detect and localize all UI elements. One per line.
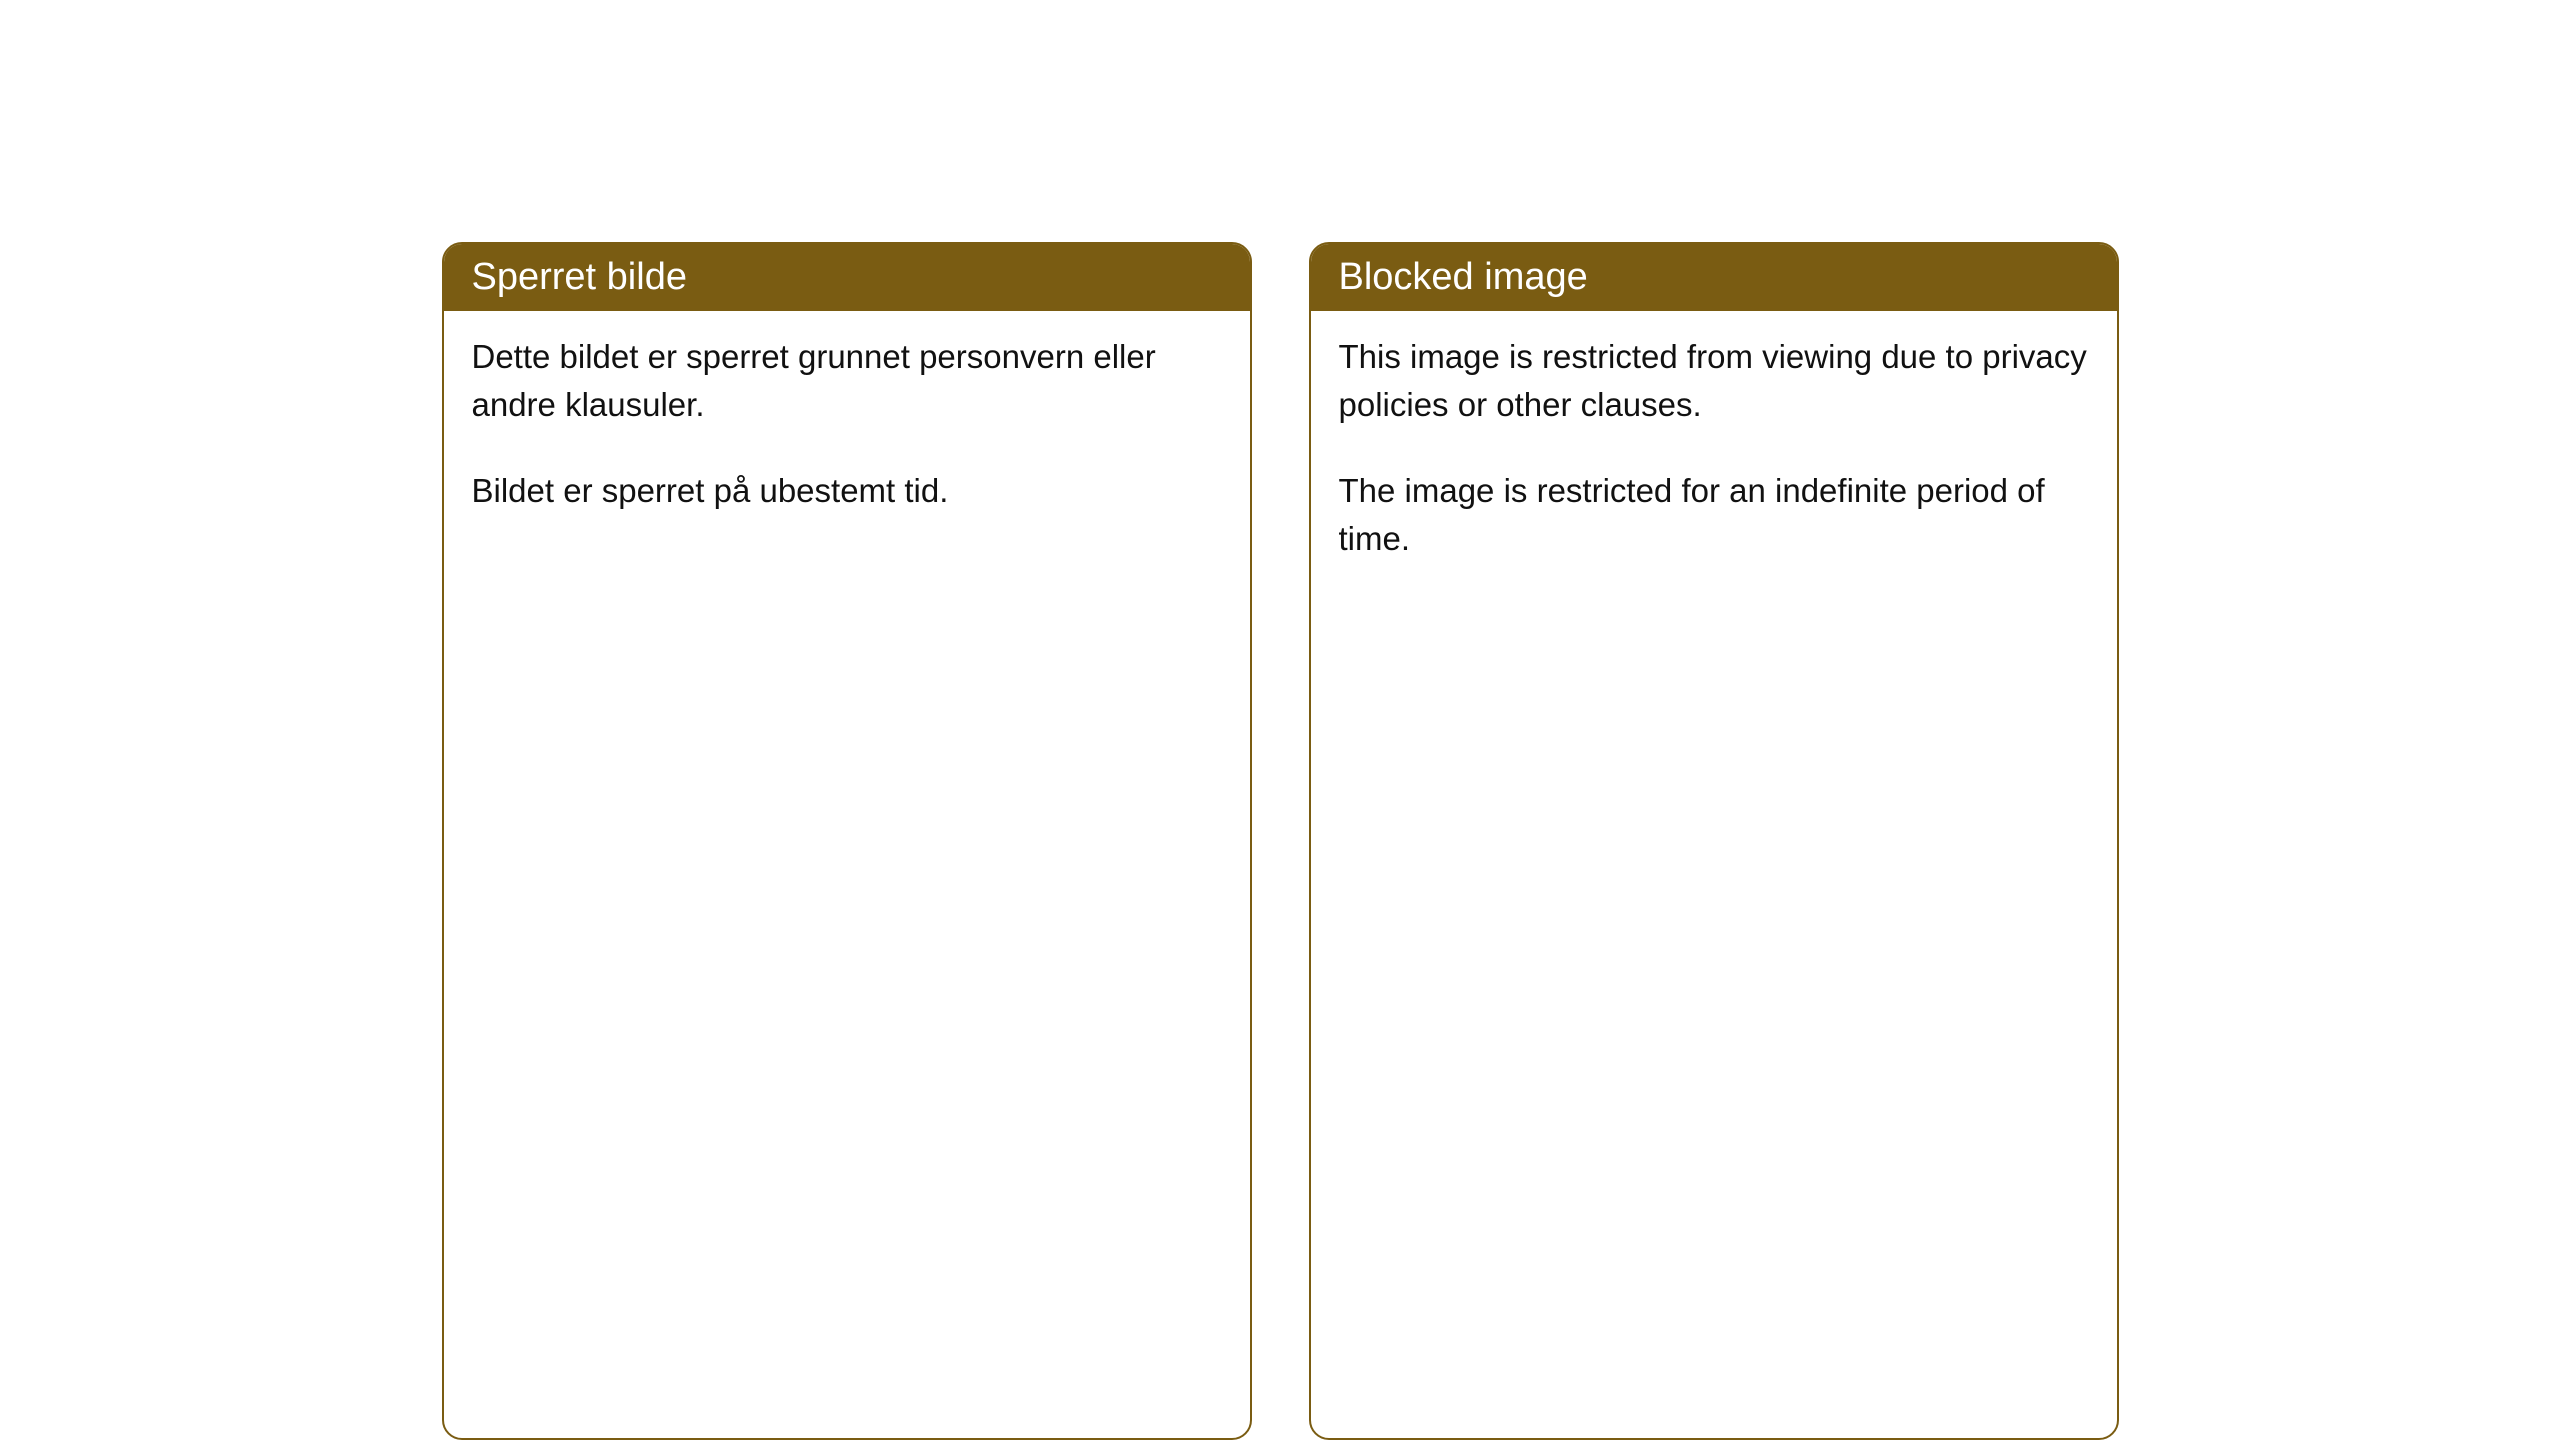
- card-paragraph: The image is restricted for an indefinit…: [1339, 467, 2089, 563]
- card-norwegian: Sperret bilde Dette bildet er sperret gr…: [442, 242, 1252, 1440]
- card-english: Blocked image This image is restricted f…: [1309, 242, 2119, 1440]
- card-paragraph: This image is restricted from viewing du…: [1339, 333, 2089, 429]
- cards-container: Sperret bilde Dette bildet er sperret gr…: [442, 242, 2119, 1440]
- card-body: This image is restricted from viewing du…: [1311, 311, 2117, 602]
- card-paragraph: Bildet er sperret på ubestemt tid.: [472, 467, 1222, 515]
- card-paragraph: Dette bildet er sperret grunnet personve…: [472, 333, 1222, 429]
- card-title: Blocked image: [1339, 256, 1588, 298]
- card-title: Sperret bilde: [472, 256, 687, 298]
- card-body: Dette bildet er sperret grunnet personve…: [444, 311, 1250, 555]
- card-header: Sperret bilde: [444, 244, 1250, 311]
- card-header: Blocked image: [1311, 244, 2117, 311]
